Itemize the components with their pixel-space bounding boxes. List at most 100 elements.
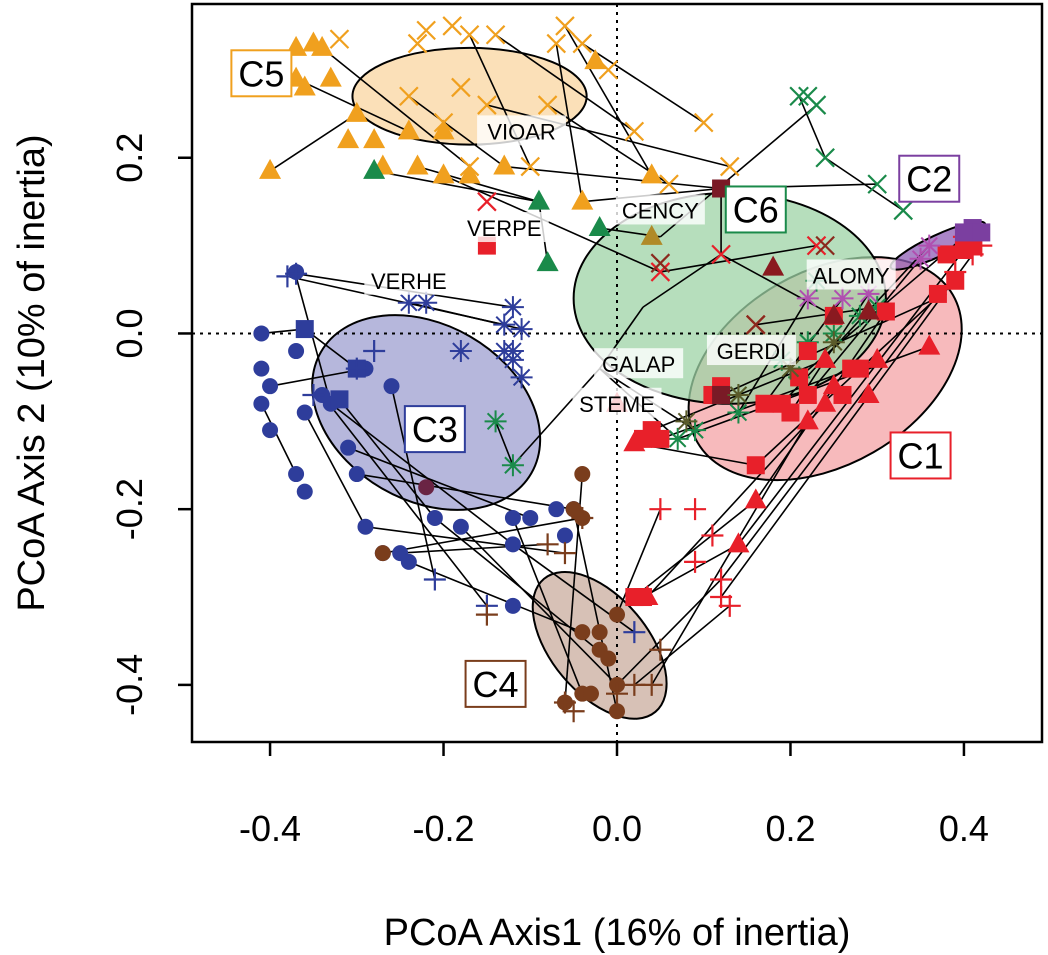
y-axis-title: PCoA Axis 2 (10% of inertia) (11, 134, 53, 611)
data-point-x (537, 95, 558, 115)
species-label-bg (459, 212, 549, 243)
data-point-square (954, 223, 973, 242)
data-point-asterisk (501, 296, 524, 319)
species-label: GALAP (602, 352, 675, 377)
connection-line (443, 174, 661, 273)
data-point-circle (253, 360, 270, 377)
data-point-x (433, 112, 454, 133)
connection-line (494, 421, 514, 466)
data-point-x (711, 244, 731, 265)
data-point-asterisk (831, 287, 854, 310)
data-point-triangle (397, 119, 420, 140)
species-label: GERDI (717, 339, 787, 364)
cluster-label: C4 (473, 664, 519, 705)
data-point-triangle (796, 409, 819, 430)
data-point-plus (553, 691, 576, 714)
data-point-x (416, 20, 436, 41)
connection-line (373, 170, 540, 203)
species-label: VIOAR (487, 119, 555, 144)
data-point-plus (684, 550, 707, 573)
data-point-asterisk (857, 282, 880, 305)
data-point-square (928, 284, 947, 303)
data-point-triangle (406, 154, 429, 175)
data-point-x (399, 86, 419, 107)
data-point-circle (582, 685, 599, 702)
species-label-bg (364, 264, 454, 295)
data-points (253, 16, 993, 723)
connection-line (720, 293, 939, 580)
data-point-square (972, 223, 991, 242)
data-point-plus (536, 533, 559, 556)
connection-line (417, 165, 540, 203)
data-point-circle (522, 509, 539, 526)
connection-line (572, 509, 618, 712)
data-point-asterisk (501, 454, 524, 477)
species-label: VERHE (371, 269, 447, 294)
data-point-square (330, 390, 349, 409)
x-tick-label: 0.2 (765, 808, 815, 849)
data-point-triangle (259, 158, 282, 179)
connection-line (460, 526, 618, 686)
data-point-square (712, 385, 731, 404)
connection-line (633, 499, 757, 598)
data-point-triangle (588, 216, 611, 237)
data-point-asterisk (449, 340, 472, 363)
data-point-triangle (527, 189, 550, 210)
data-point-x (459, 24, 480, 45)
data-point-circle (591, 624, 608, 641)
data-point-plus (285, 262, 308, 285)
data-point-x (624, 121, 645, 142)
data-point-plus (640, 673, 663, 696)
data-point-square (937, 245, 956, 264)
data-point-asterisk (493, 313, 516, 336)
species-label-bg (615, 194, 705, 225)
data-point-circle (253, 395, 270, 412)
x-tick-label: -0.4 (239, 808, 301, 849)
data-point-circle (426, 509, 443, 526)
data-point-x (815, 235, 835, 256)
data-point-plus (562, 700, 585, 723)
data-point-triangle (432, 119, 455, 140)
data-point-plus (363, 340, 386, 363)
connection-line (755, 306, 878, 326)
connection-line (260, 403, 297, 475)
connection-line (824, 157, 904, 212)
data-point-x (442, 16, 462, 36)
connection-line (321, 394, 488, 607)
data-point-x (806, 95, 827, 115)
connection-line (512, 368, 601, 466)
connection-line (486, 104, 730, 168)
data-point-circle (288, 343, 305, 360)
data-point-triangle (345, 101, 368, 122)
data-point-plus (623, 621, 646, 644)
x-tick-label: -0.2 (413, 808, 475, 849)
data-point-triangle (536, 251, 559, 272)
connection-line (347, 446, 531, 519)
species-label: VERPE (467, 216, 542, 241)
connection-line (633, 605, 731, 686)
connection-line (642, 253, 722, 308)
data-point-x (693, 112, 714, 133)
data-point-circle (340, 439, 357, 456)
data-point-triangle (493, 154, 516, 175)
data-point-x (459, 156, 480, 177)
connection-line (304, 412, 367, 528)
species-label: ALOMY (813, 263, 890, 288)
connection-line (646, 403, 826, 598)
data-point-x (650, 262, 671, 282)
cluster-label: C5 (238, 53, 284, 94)
species-label-bg (706, 335, 796, 366)
data-point-triangle (458, 163, 481, 184)
data-point-triangle (293, 75, 316, 96)
data-point-triangle (814, 391, 837, 412)
connection-line (504, 165, 722, 190)
connection-line (807, 258, 922, 396)
data-point-x (520, 156, 541, 177)
data-point-circle (504, 536, 521, 553)
data-point-triangle (623, 431, 646, 452)
data-point-asterisk (822, 331, 845, 354)
species-labels: VIOAR CENCY VERPE VERHE ALOMY GERDI GALAP STEME (364, 115, 896, 418)
data-point-circle (574, 624, 591, 641)
connection-line (295, 276, 332, 404)
